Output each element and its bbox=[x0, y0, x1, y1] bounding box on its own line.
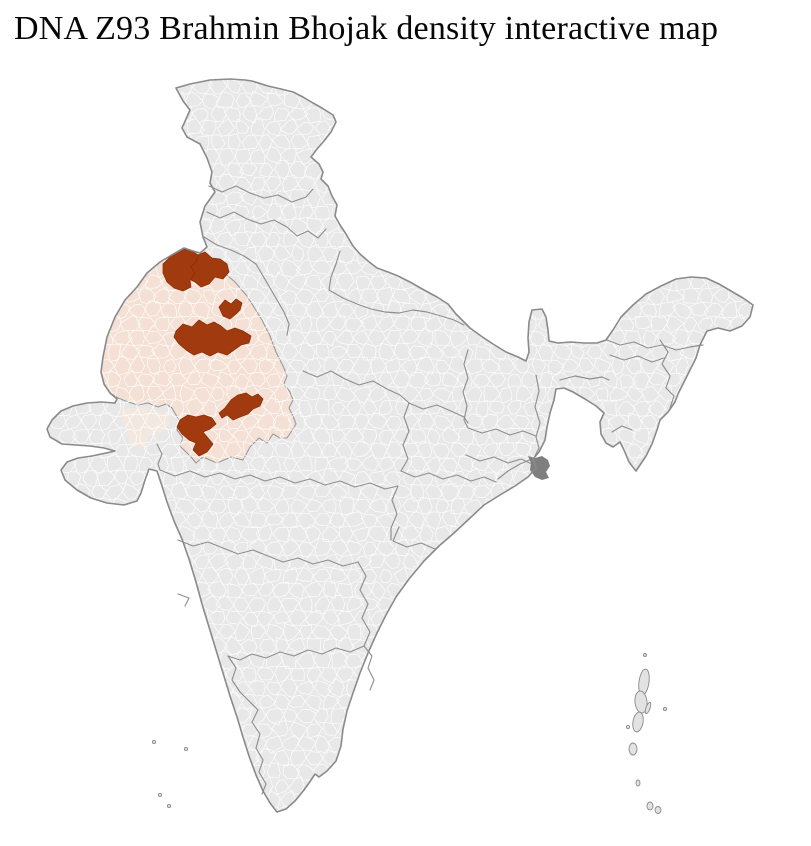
island bbox=[634, 690, 648, 714]
island bbox=[646, 801, 654, 811]
district-high-density-4[interactable] bbox=[173, 319, 252, 357]
island bbox=[632, 711, 644, 733]
district-high-density-2[interactable] bbox=[190, 251, 230, 288]
district-high-density-5[interactable] bbox=[218, 392, 264, 421]
page-title: DNA Z93 Brahmin Bhojak density interacti… bbox=[14, 10, 719, 47]
island bbox=[635, 779, 641, 787]
district-high-density-1[interactable] bbox=[162, 248, 199, 292]
district-high-density-3[interactable] bbox=[218, 298, 243, 320]
density-regions-high bbox=[162, 248, 550, 480]
island bbox=[628, 742, 638, 756]
island bbox=[625, 724, 631, 730]
island bbox=[166, 803, 172, 809]
island bbox=[183, 746, 189, 752]
islands bbox=[151, 653, 668, 814]
island bbox=[151, 739, 157, 745]
delta-region bbox=[528, 456, 550, 480]
state-borders bbox=[156, 185, 704, 795]
district-high-density-6[interactable] bbox=[176, 414, 217, 457]
country-outline bbox=[46, 78, 754, 813]
island bbox=[157, 792, 163, 798]
island bbox=[654, 806, 662, 814]
island bbox=[643, 653, 647, 657]
island bbox=[644, 701, 652, 715]
island bbox=[662, 706, 668, 712]
